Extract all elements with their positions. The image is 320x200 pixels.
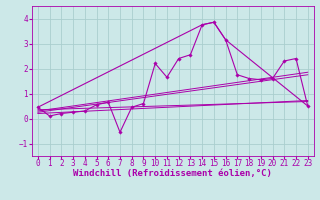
X-axis label: Windchill (Refroidissement éolien,°C): Windchill (Refroidissement éolien,°C): [73, 169, 272, 178]
